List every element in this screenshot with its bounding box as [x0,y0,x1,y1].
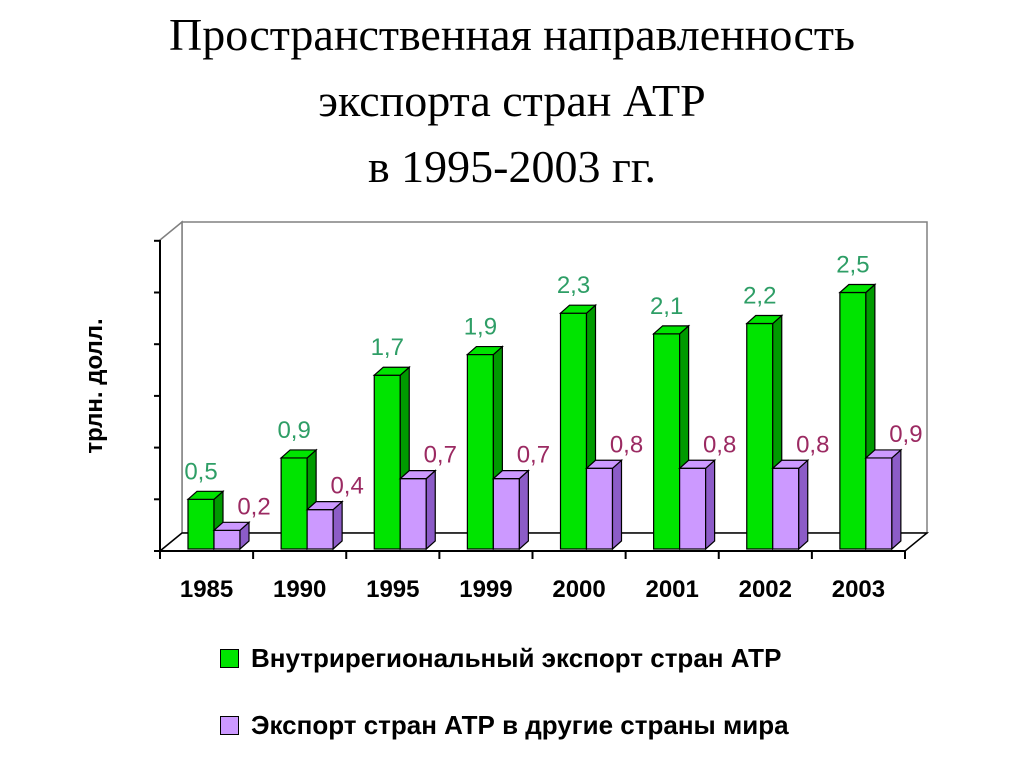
bar-other-2002 [771,458,810,551]
bar-other-2000 [584,458,624,551]
bar-side [611,458,623,551]
bar-front [679,467,707,550]
bar-front [373,374,401,550]
bar-front [466,353,494,550]
data-label-intraregional-2000: 2,3 [557,272,590,299]
bar-front [585,467,614,550]
bar-top [279,449,318,459]
bar-front [865,457,893,550]
legend-item-intraregional: Внутрирегиональный экспорт стран АТР [220,643,781,674]
data-label-intraregional-1990: 0,9 [277,417,310,444]
chart-side-wall [159,220,183,553]
legend-label-intraregional: Внутрирегиональный экспорт стран АТР [251,643,782,673]
bar-other-1999 [491,469,530,551]
title-line-3: в 1995-2003 гг. [367,141,657,192]
data-label-intraregional-1985: 0,5 [184,458,217,485]
bar-top [652,325,691,335]
bar-side [705,458,716,551]
slide-title: Пространственная направленность экспорта… [0,2,1024,200]
x-axis-tick-labels: 1985 1990 1995 1999 2000 2001 2002 2003 [180,576,885,603]
x-tick-label-2000: 2000 [552,576,605,603]
bar-front [839,291,867,550]
bar-front [772,467,800,550]
bar-front [306,509,334,550]
chart-bars [186,283,903,551]
bar-front [187,498,215,550]
bar-front [559,312,588,550]
x-tick-label-2003: 2003 [832,576,885,603]
bar-top [186,490,225,500]
x-tick-label-1999: 1999 [459,576,512,603]
bar-front [746,322,774,550]
chart-data-labels: 0,5 0,2 0,9 0,4 1,7 0,7 1,9 0,7 2,3 0,8 2,1 0,8 2,2 0… [184,252,922,521]
x-tick-label-1995: 1995 [366,576,419,603]
x-tick-label-2001: 2001 [645,576,698,603]
bar-intraregional-2000 [558,303,598,551]
bar-other-2003 [864,448,903,551]
data-label-other-1999: 0,7 [517,442,550,469]
chart-frame [154,220,930,559]
bar-top [745,314,784,325]
bar-front [399,478,427,550]
legend-label-other-countries: Экспорт стран АТР в другие страны мира [251,710,789,740]
bar-top [558,304,598,314]
bar-intraregional-2002 [745,314,784,551]
data-label-other-2003: 0,9 [889,421,922,448]
chart-floor [157,532,930,552]
y-axis-label: трлн. долл. [81,318,108,453]
bar-top [771,459,810,469]
title-line-1: Пространственная направленность [168,9,855,60]
bar-side [518,469,529,551]
data-label-other-2002: 0,8 [796,431,829,458]
bar-intraregional-2001 [652,324,691,551]
bar-top [491,470,530,480]
bar-top [678,459,717,469]
bar-front [492,478,520,550]
bar-side [798,458,809,551]
data-label-other-1985: 0,2 [237,493,270,520]
data-label-other-1990: 0,4 [330,473,363,500]
bar-intraregional-1990 [279,448,318,551]
data-label-other-1995: 0,7 [424,442,457,469]
data-label-intraregional-1999: 1,9 [464,314,497,341]
bar-other-2001 [678,458,717,551]
bar-top [864,449,903,459]
bar-front [280,457,308,550]
data-label-intraregional-2003: 2,5 [836,252,869,279]
bar-top [372,366,411,376]
data-label-intraregional-2001: 2,1 [650,293,683,320]
bar-side [891,448,902,551]
legend-swatch-purple [220,716,239,735]
bar-top [465,345,504,356]
data-label-intraregional-2002: 2,2 [743,283,776,310]
bar-other-1995 [398,469,437,551]
bar-front [213,529,241,550]
bar-top [838,283,877,294]
bar-top [212,521,251,531]
title-line-2: экспорта стран АТР [318,75,706,126]
bar-top [398,470,437,480]
data-label-other-2000: 0,8 [610,431,643,458]
bar-side [425,469,436,551]
bar-other-1990 [305,500,344,551]
data-label-other-2001: 0,8 [703,431,736,458]
x-tick-label-1990: 1990 [273,576,326,603]
data-label-intraregional-1995: 1,7 [371,334,404,361]
bar-front [653,333,681,550]
x-tick-label-2002: 2002 [739,576,792,603]
legend-item-other-countries: Экспорт стран АТР в другие страны мира [220,710,789,741]
bar-top [305,501,344,511]
legend-swatch-green [220,649,239,668]
bar-top [584,459,624,469]
bar-other-1985 [212,520,251,551]
x-tick-label-1985: 1985 [180,576,233,603]
